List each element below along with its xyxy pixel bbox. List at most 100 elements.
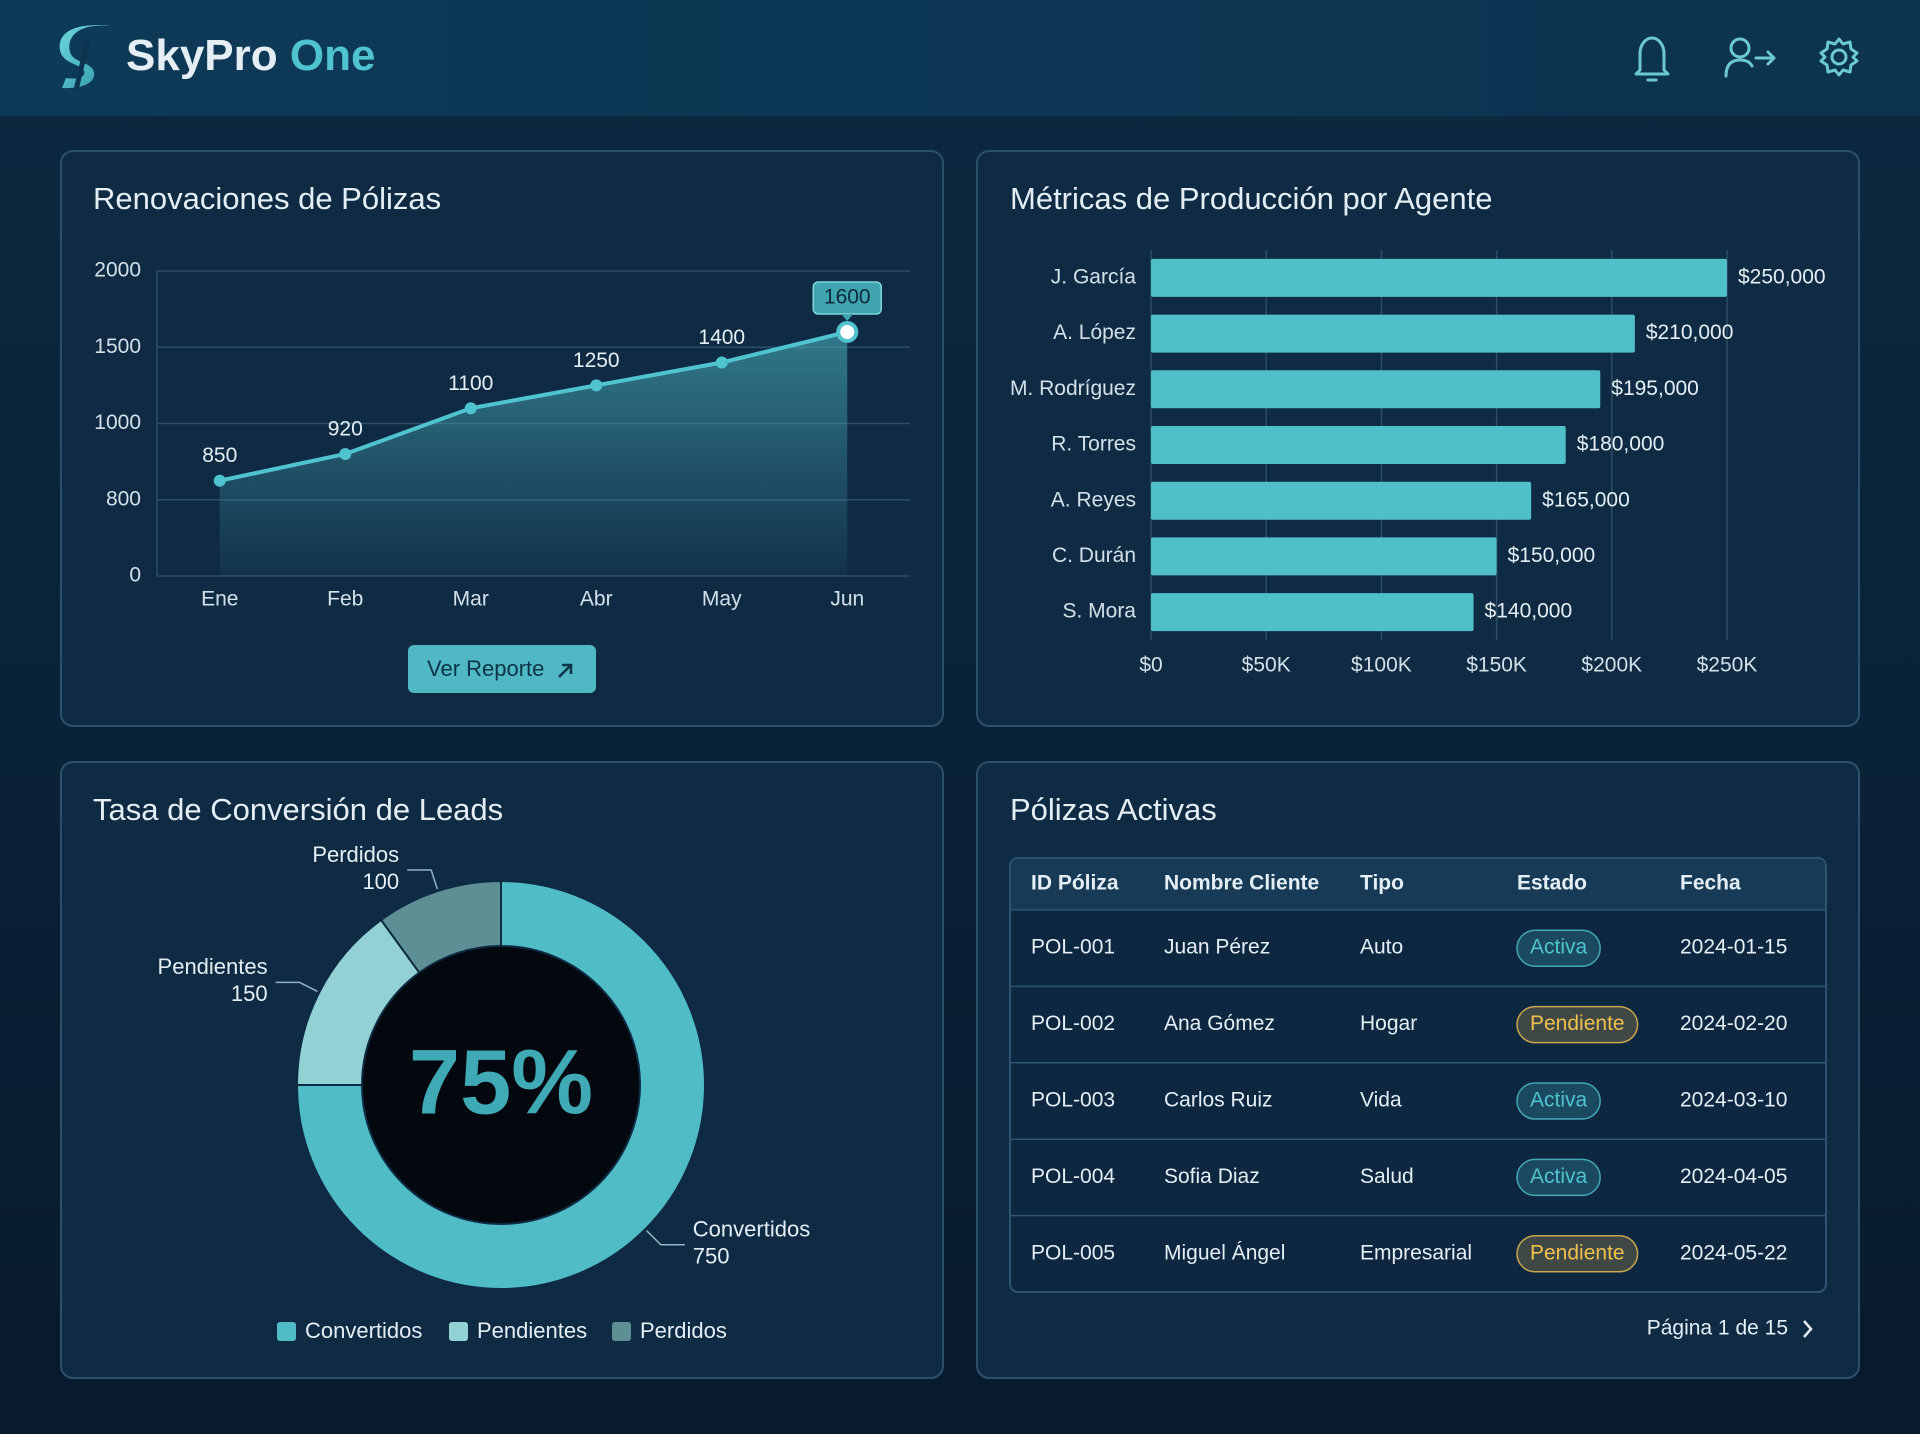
donut-slice — [379, 879, 502, 974]
table-header-bg — [1011, 859, 1825, 910]
x-tick-label: Mar — [453, 588, 489, 611]
y-tick-label: 1500 — [94, 335, 141, 358]
external-icon — [558, 663, 573, 678]
legend-swatch — [277, 1322, 296, 1341]
button-background[interactable] — [408, 645, 596, 693]
column-header: Tipo — [1360, 872, 1404, 895]
table-cell: Sofia Diaz — [1164, 1165, 1260, 1188]
point — [213, 474, 226, 487]
panel-title: Pólizas Activas — [1010, 792, 1217, 827]
panel-title: Renovaciones de Pólizas — [93, 181, 441, 216]
x-tick-label: $100K — [1351, 654, 1412, 677]
slice-label: Perdidos — [312, 842, 399, 867]
next-page[interactable] — [1803, 1320, 1813, 1338]
center-label: 75% — [409, 1031, 593, 1133]
table-cell: 2024-05-22 — [1680, 1241, 1787, 1264]
logo[interactable] — [59, 25, 110, 91]
data-label: $180,000 — [1577, 433, 1665, 456]
y-tick-label: R. Torres — [1051, 433, 1136, 456]
column-header: ID Póliza — [1031, 872, 1119, 895]
y-tick-label: A. Reyes — [1051, 488, 1136, 511]
data-label: 1250 — [573, 349, 620, 372]
slice-value: 150 — [231, 981, 268, 1006]
table-cell: Salud — [1360, 1165, 1414, 1188]
x-tick-label: Jun — [830, 588, 864, 611]
status-badge — [1516, 1005, 1639, 1044]
table-frame — [1009, 857, 1827, 1293]
slice-label: Convertidos — [693, 1217, 810, 1242]
data-label: 1100 — [448, 372, 493, 395]
brand-name: SkyPro — [126, 31, 278, 80]
status-label: Activa — [1530, 1089, 1588, 1112]
user-switch-icon[interactable] — [1724, 37, 1776, 78]
settings-icon[interactable] — [1819, 37, 1859, 77]
line — [219, 330, 848, 483]
panel-title: Tasa de Conversión de Leads — [93, 792, 503, 827]
y-tick-label: S. Mora — [1062, 600, 1136, 623]
data-label: $140,000 — [1485, 600, 1573, 623]
status-badge — [1516, 929, 1601, 967]
legend-swatch — [612, 1322, 631, 1341]
column-header: Estado — [1517, 872, 1587, 895]
point — [590, 379, 603, 392]
status-label: Pendiente — [1530, 1012, 1625, 1035]
data-label: 1400 — [698, 326, 745, 349]
y-tick-label: C. Durán — [1052, 544, 1136, 567]
point — [339, 448, 352, 460]
table-cell: 2024-01-15 — [1680, 936, 1787, 959]
table-cell: Ana Gómez — [1164, 1012, 1275, 1035]
table-cell: 2024-04-05 — [1680, 1165, 1787, 1188]
table-cell: Empresarial — [1360, 1241, 1472, 1264]
panel-title: Métricas de Producción por Agente — [1010, 181, 1493, 216]
y-tick-label: 0 — [129, 564, 141, 587]
table-cell: Carlos Ruiz — [1164, 1089, 1273, 1112]
data-label: 850 — [202, 444, 237, 467]
status-badge — [1516, 1158, 1601, 1197]
table-cell: Vida — [1360, 1089, 1402, 1112]
point — [464, 402, 477, 415]
x-tick-label: Feb — [327, 588, 363, 611]
status-badge — [1516, 1235, 1639, 1273]
table-cell: 2024-03-10 — [1680, 1089, 1787, 1112]
table-cell: Juan Pérez — [1164, 936, 1270, 959]
y-tick-label: M. Rodríguez — [1010, 377, 1136, 400]
x-tick-label: $0 — [1139, 654, 1162, 677]
column-header: Nombre Cliente — [1164, 872, 1319, 895]
y-tick-label: 2000 — [94, 259, 141, 282]
leader-line — [407, 869, 439, 890]
slice-value: 750 — [693, 1244, 730, 1269]
brand: SkyPro One — [126, 31, 375, 80]
table-cell: POL-005 — [1031, 1241, 1115, 1264]
report-button[interactable]: Ver Reporte — [408, 645, 596, 693]
leader-line — [646, 1230, 685, 1246]
table-cell: Auto — [1360, 936, 1403, 959]
data-label: 1600 — [824, 286, 871, 309]
bar — [1151, 481, 1532, 520]
bar — [1151, 314, 1635, 353]
status-label: Pendiente — [1530, 1241, 1625, 1264]
x-tick-label: May — [702, 588, 742, 611]
donut-hole — [363, 947, 639, 1223]
column-header: Fecha — [1680, 872, 1741, 895]
button-label[interactable]: Ver Reporte — [427, 656, 544, 681]
table-cell: POL-002 — [1031, 1012, 1115, 1035]
x-tick-label: $150K — [1466, 654, 1527, 677]
point — [836, 321, 859, 343]
y-tick-label: 800 — [106, 487, 141, 510]
table-cell: POL-003 — [1031, 1089, 1115, 1112]
x-tick-label: Abr — [580, 588, 613, 611]
notifications-icon[interactable] — [1634, 36, 1670, 82]
donut-slice — [295, 879, 706, 1290]
legend-swatch — [449, 1322, 468, 1341]
table-cell: Hogar — [1360, 1012, 1417, 1035]
pagination: Página 1 de 15 — [1647, 1317, 1788, 1340]
data-label: $150,000 — [1508, 544, 1596, 567]
x-tick-label: $250K — [1697, 654, 1758, 677]
status-label: Activa — [1530, 1165, 1588, 1188]
header-bar — [0, 0, 1920, 116]
bar — [1151, 370, 1601, 409]
brand-suffix: One — [290, 31, 376, 80]
